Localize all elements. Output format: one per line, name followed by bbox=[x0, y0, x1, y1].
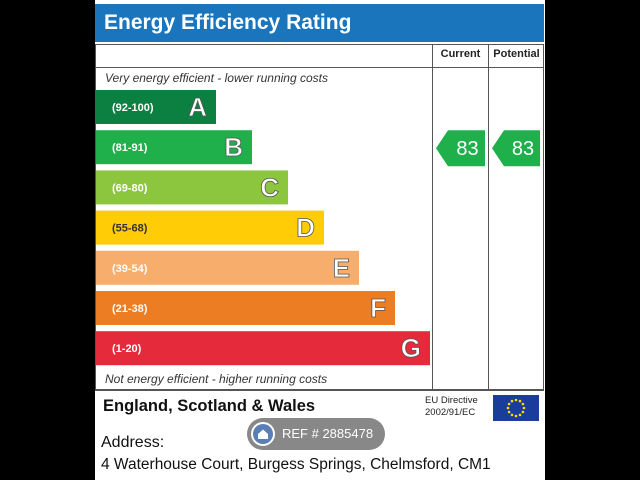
potential-column-header: Potential bbox=[493, 48, 540, 60]
epc-sheet: Energy Efficiency Rating Current Potenti… bbox=[95, 0, 545, 480]
band-range-a: (92-100) bbox=[112, 102, 154, 114]
address-line: 4 Waterhouse Court, Burgess Springs, Che… bbox=[101, 456, 491, 473]
eu-directive-line2: 2002/91/EC bbox=[425, 407, 476, 418]
inefficient-note: Not energy efficient - higher running co… bbox=[105, 372, 328, 386]
current-column-header: Current bbox=[440, 48, 481, 60]
band-bar-d bbox=[96, 210, 324, 245]
current-rating-arrow: 83 bbox=[436, 130, 485, 167]
eu-directive-line1: EU Directive bbox=[425, 395, 478, 406]
chart-frame bbox=[95, 44, 544, 391]
rating-bands-svg: (92-100) A (81-91) B (69-80) C (55-68) D (39-54)… bbox=[96, 90, 540, 366]
footer-divider bbox=[95, 389, 544, 390]
band-d: (55-68) D bbox=[96, 210, 324, 245]
potential-rating-arrow: 83 bbox=[492, 130, 540, 167]
band-e: (39-54) E bbox=[96, 250, 359, 285]
band-bar-f bbox=[96, 291, 395, 325]
current-rating-arrow-value: 83 bbox=[456, 138, 478, 160]
band-bar-e bbox=[96, 250, 359, 285]
band-letter-f: F bbox=[370, 293, 386, 323]
band-range-f: (21-38) bbox=[112, 303, 148, 315]
band-range-g: (1-20) bbox=[112, 343, 142, 355]
band-bar-c bbox=[96, 170, 288, 205]
band-b: (81-91) B bbox=[96, 130, 252, 165]
current-rating-arrow-shape bbox=[436, 130, 485, 167]
band-f: (21-38) F bbox=[96, 291, 395, 325]
chart-title: Energy Efficiency Rating bbox=[95, 4, 544, 42]
band-range-b: (81-91) bbox=[112, 142, 148, 154]
reference-watermark: REF # 2885478 bbox=[247, 418, 385, 450]
band-g: (1-20) G bbox=[96, 331, 430, 366]
band-range-e: (39-54) bbox=[112, 263, 148, 275]
band-letter-b: B bbox=[224, 132, 243, 162]
potential-rating-arrow-shape bbox=[492, 130, 540, 167]
band-bar-g bbox=[96, 331, 430, 366]
band-letter-g: G bbox=[401, 333, 421, 363]
current-column-divider bbox=[432, 44, 433, 391]
reference-text: REF # 2885478 bbox=[282, 426, 374, 441]
band-c: (69-80) C bbox=[96, 170, 288, 205]
band-range-d: (55-68) bbox=[112, 223, 148, 235]
header-divider bbox=[95, 67, 544, 68]
eu-flag-icon bbox=[493, 395, 539, 421]
band-bar-a bbox=[96, 90, 216, 124]
band-letter-c: C bbox=[260, 172, 279, 202]
band-a: (92-100) A bbox=[96, 90, 216, 124]
band-range-c: (69-80) bbox=[112, 182, 148, 194]
eu-directive-text: EU Directive 2002/91/EC bbox=[425, 395, 478, 419]
band-letter-d: D bbox=[296, 213, 315, 243]
address-label: Address: bbox=[101, 434, 165, 451]
efficient-note: Very energy efficient - lower running co… bbox=[105, 71, 328, 85]
band-letter-a: A bbox=[188, 92, 207, 122]
potential-column-divider bbox=[488, 44, 489, 391]
band-letter-e: E bbox=[333, 253, 350, 283]
band-bar-b bbox=[96, 130, 252, 165]
home-icon bbox=[251, 422, 275, 446]
country-label: England, Scotland & Wales bbox=[103, 397, 316, 415]
potential-rating-arrow-value: 83 bbox=[512, 138, 534, 160]
